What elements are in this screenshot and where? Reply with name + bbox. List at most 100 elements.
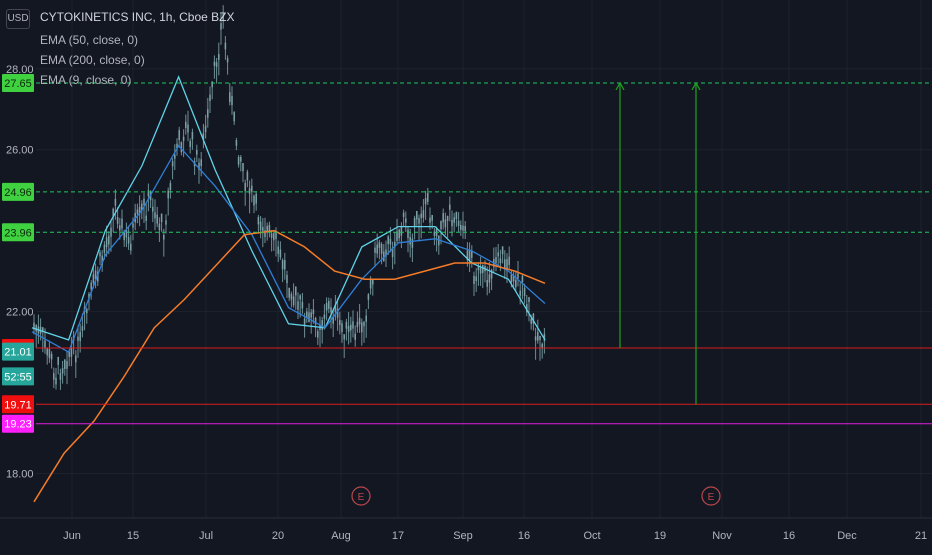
candle-body xyxy=(266,226,268,232)
candle-body xyxy=(244,182,246,192)
candle-body xyxy=(92,274,95,283)
candle-body xyxy=(97,272,99,282)
candle-body xyxy=(358,317,361,325)
candle-body xyxy=(369,278,372,289)
price-tick-label: 18.00 xyxy=(6,468,34,480)
candle-body xyxy=(499,258,502,264)
candle-body xyxy=(411,238,414,248)
candle-body xyxy=(424,198,427,205)
candle-body xyxy=(506,259,508,269)
candle-body xyxy=(163,235,165,240)
candle-body xyxy=(268,225,271,232)
candle-body xyxy=(466,250,469,261)
candle-body xyxy=(66,361,68,369)
candle-body xyxy=(154,212,156,219)
candle-body xyxy=(35,325,37,332)
price-tag-label: 21.01 xyxy=(4,347,32,359)
candle-body xyxy=(33,322,35,330)
candle-body xyxy=(468,250,471,261)
candle-body xyxy=(350,324,352,331)
level-tag-label: 24.96 xyxy=(4,187,32,199)
candle-body xyxy=(394,241,396,248)
candle-body xyxy=(77,336,79,341)
candle-body xyxy=(110,227,112,237)
candle-body xyxy=(178,130,180,140)
target-arrows xyxy=(615,81,701,405)
candle-body xyxy=(457,220,460,226)
candle-body xyxy=(398,229,400,239)
level-tag-27.65 xyxy=(2,73,34,92)
candle-body xyxy=(165,220,167,225)
candle-body xyxy=(101,255,103,266)
time-axis[interactable]: Jun 15 Jul 20 Aug 17 Sep 16 Oct 19 Nov 16 Dec 21 xyxy=(63,530,927,542)
symbol-title[interactable]: CYTOKINETICS INC, 1h, Cboe BZX xyxy=(40,10,235,24)
candle-body xyxy=(121,218,123,229)
candle-body xyxy=(312,309,315,314)
earnings-label: E xyxy=(708,492,715,503)
price-tick-label: 28.00 xyxy=(6,64,34,76)
candle-body xyxy=(145,215,147,221)
candle-body xyxy=(413,217,416,227)
candle-body xyxy=(539,335,541,340)
grid xyxy=(0,0,932,519)
candle-body xyxy=(303,318,306,325)
candle-body xyxy=(180,142,183,153)
candle-body xyxy=(396,231,398,241)
indicator-ema-200[interactable]: EMA (200, close, 0) xyxy=(40,53,145,67)
candle-body xyxy=(400,226,403,236)
candle-body xyxy=(376,244,378,254)
candle-body xyxy=(356,321,359,328)
candle-body xyxy=(75,355,77,363)
candle-body xyxy=(418,218,420,224)
price-tick-label: 26.00 xyxy=(6,145,34,157)
candle-body xyxy=(517,273,519,279)
candle-body xyxy=(339,320,341,326)
candle-body xyxy=(125,229,128,238)
candle-body xyxy=(427,192,429,202)
candle-body xyxy=(130,243,132,251)
indicator-ema-9[interactable]: EMA (9, close, 0) xyxy=(40,73,132,87)
candle-body xyxy=(380,244,383,254)
candle-body xyxy=(141,203,143,211)
candle-body xyxy=(471,251,473,258)
candle-body xyxy=(409,237,411,245)
indicator-ema-50[interactable]: EMA (50, close, 0) xyxy=(40,33,139,47)
price-tag-last_price xyxy=(2,342,34,361)
candle-body xyxy=(215,62,218,67)
candle-body xyxy=(275,232,277,240)
candle-body xyxy=(526,304,528,313)
candle-body xyxy=(242,163,244,172)
candle-body xyxy=(449,204,451,210)
candle-body xyxy=(537,332,539,341)
candle-body xyxy=(310,312,312,318)
candle-body xyxy=(523,288,526,297)
time-tick-label: Nov xyxy=(712,530,732,542)
time-tick-label: Aug xyxy=(331,530,351,542)
candle-body xyxy=(264,230,266,237)
candle-body xyxy=(138,206,141,215)
candle-body xyxy=(108,235,110,245)
price-axis[interactable]: 28.0026.0022.0018.0027.6524.9623.9621.10… xyxy=(2,64,34,481)
candle-body xyxy=(455,211,458,220)
time-tick-label: Dec xyxy=(837,530,857,542)
candle-body xyxy=(301,301,304,309)
candle-body xyxy=(277,246,279,254)
candle-body xyxy=(297,301,299,310)
candle-body xyxy=(314,317,317,325)
level-tag-23.96 xyxy=(2,223,34,242)
candle-body xyxy=(257,216,260,225)
candle-body xyxy=(46,348,48,356)
currency-badge[interactable]: USD xyxy=(6,9,30,29)
time-tick-label: Oct xyxy=(583,530,600,542)
candle-body xyxy=(515,279,517,288)
candle-body xyxy=(420,213,422,219)
candle-body xyxy=(416,210,418,220)
candle-body xyxy=(519,290,521,296)
time-tick-label: Sep xyxy=(453,530,473,542)
candle-body xyxy=(453,217,455,223)
candle-body xyxy=(156,214,158,224)
candle-body xyxy=(325,303,328,311)
candle-body xyxy=(488,274,491,283)
